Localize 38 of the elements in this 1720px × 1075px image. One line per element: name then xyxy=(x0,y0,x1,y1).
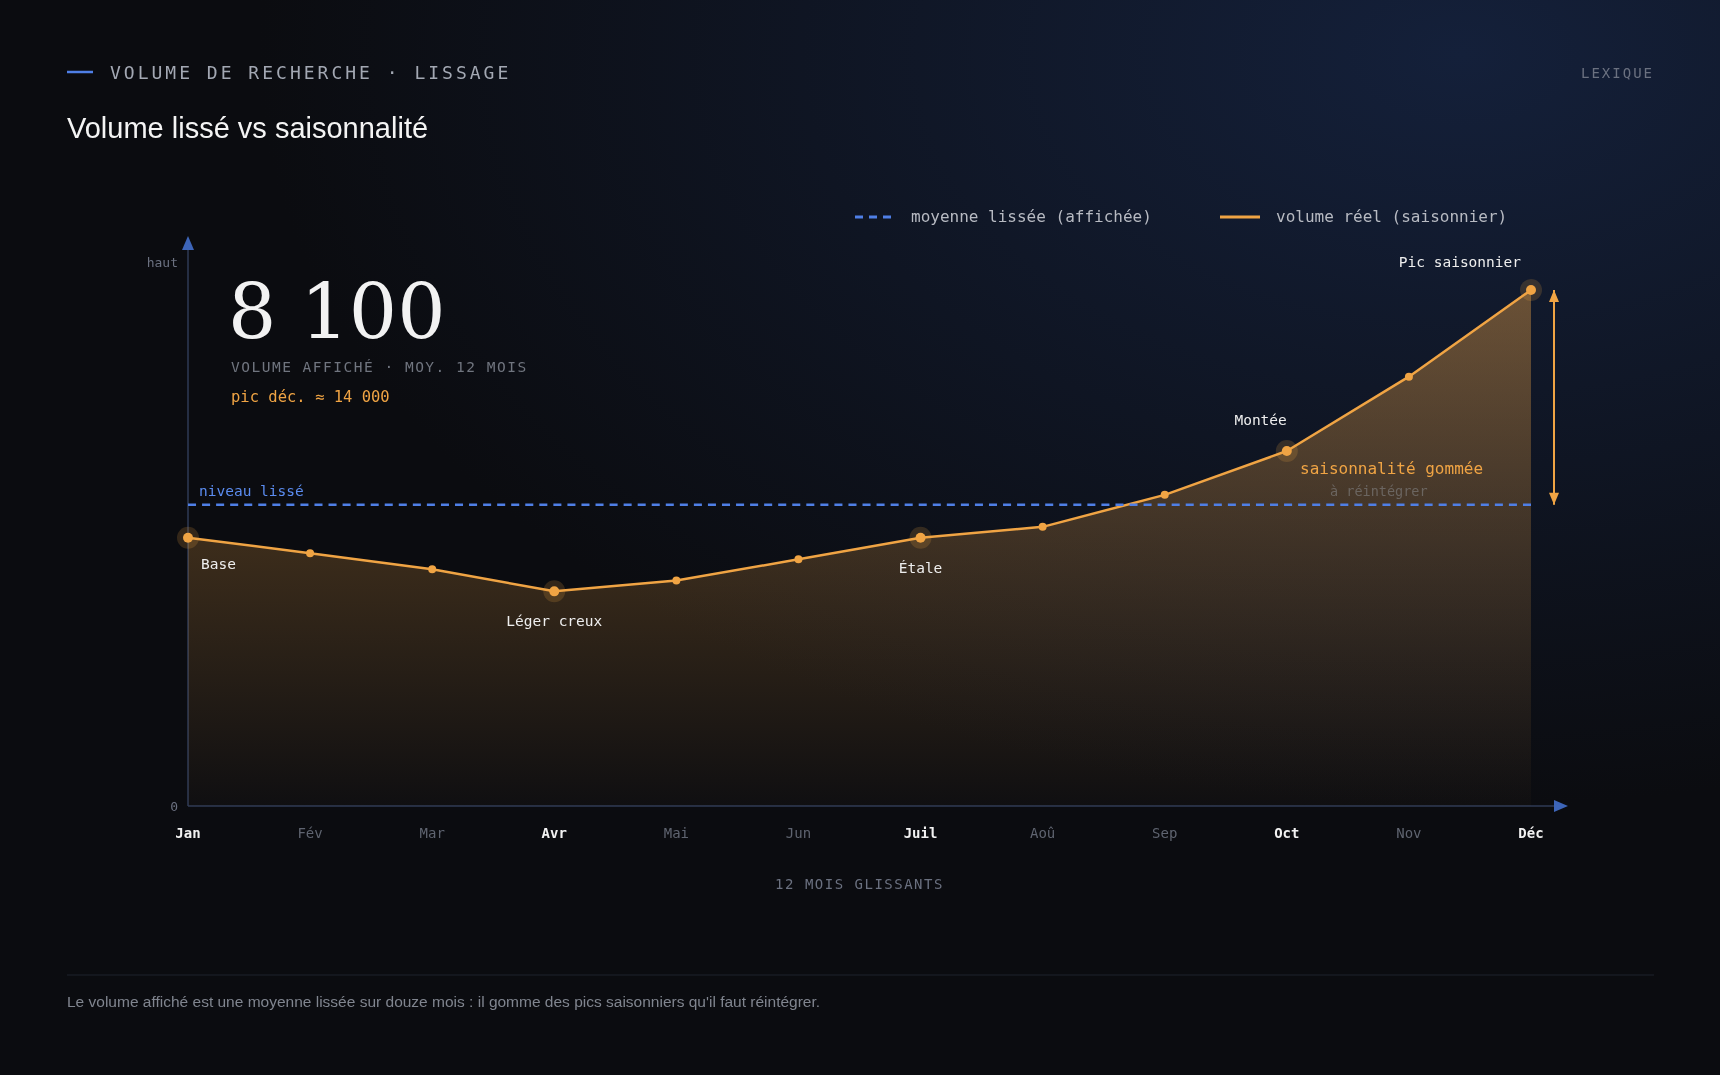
x-tick-label: Déc xyxy=(1518,825,1544,841)
text: Le volume affiché est une moyenne lissée sur douze mois : il gomme des pics saisonniers qu'il faut réintégrer. xyxy=(67,993,821,1010)
x-tick-label: Fév xyxy=(297,825,323,841)
annotation: Étale xyxy=(898,559,943,576)
chart-subtitle: VOLUME DE RECHERCHE · LISSAGE xyxy=(110,62,512,83)
legend-label: volume réel (saisonnier) xyxy=(1276,207,1508,226)
x-tick-label: Juil xyxy=(903,825,938,841)
annotation: saisonnalité gommée xyxy=(1300,459,1484,478)
x-tick-label: Mai xyxy=(663,825,690,841)
point xyxy=(1160,490,1169,499)
chart-title: Volume lissé vs saisonnalité xyxy=(67,112,429,144)
text: LEXIQUE xyxy=(1580,65,1654,81)
annotation: VOLUME AFFICHÉ · MOY. 12 MOIS xyxy=(231,359,528,375)
legend-label: moyenne lissée (affichée) xyxy=(911,207,1152,226)
x-axis-title: 12 MOIS GLISSANTS xyxy=(775,876,944,892)
point xyxy=(428,565,437,574)
point xyxy=(1038,522,1047,531)
point xyxy=(306,549,315,558)
point xyxy=(1404,372,1413,381)
x-tick-label: Mar xyxy=(419,825,445,841)
annotation: Montée xyxy=(1234,411,1287,428)
x-tick-label: Jan xyxy=(175,825,201,841)
text: 0 xyxy=(170,799,178,814)
text: haut xyxy=(146,255,178,270)
x-tick-label: Jun xyxy=(785,825,812,841)
annotation: niveau lissé xyxy=(199,482,304,499)
annotation: Léger creux xyxy=(506,613,603,630)
x-tick-label: Nov xyxy=(1396,825,1422,841)
annotation: 8 100 xyxy=(228,267,446,356)
x-tick-label: Avr xyxy=(541,825,567,841)
x-tick-label: Sep xyxy=(1152,825,1178,841)
annotation: Pic saisonnier xyxy=(1398,254,1522,270)
point xyxy=(794,555,803,564)
annotation: pic déc. ≈ 14 000 xyxy=(231,388,390,406)
x-tick-label: Aoû xyxy=(1029,825,1056,841)
point xyxy=(672,576,681,585)
annotation: Base xyxy=(201,555,236,572)
x-tick-label: Oct xyxy=(1274,825,1300,841)
